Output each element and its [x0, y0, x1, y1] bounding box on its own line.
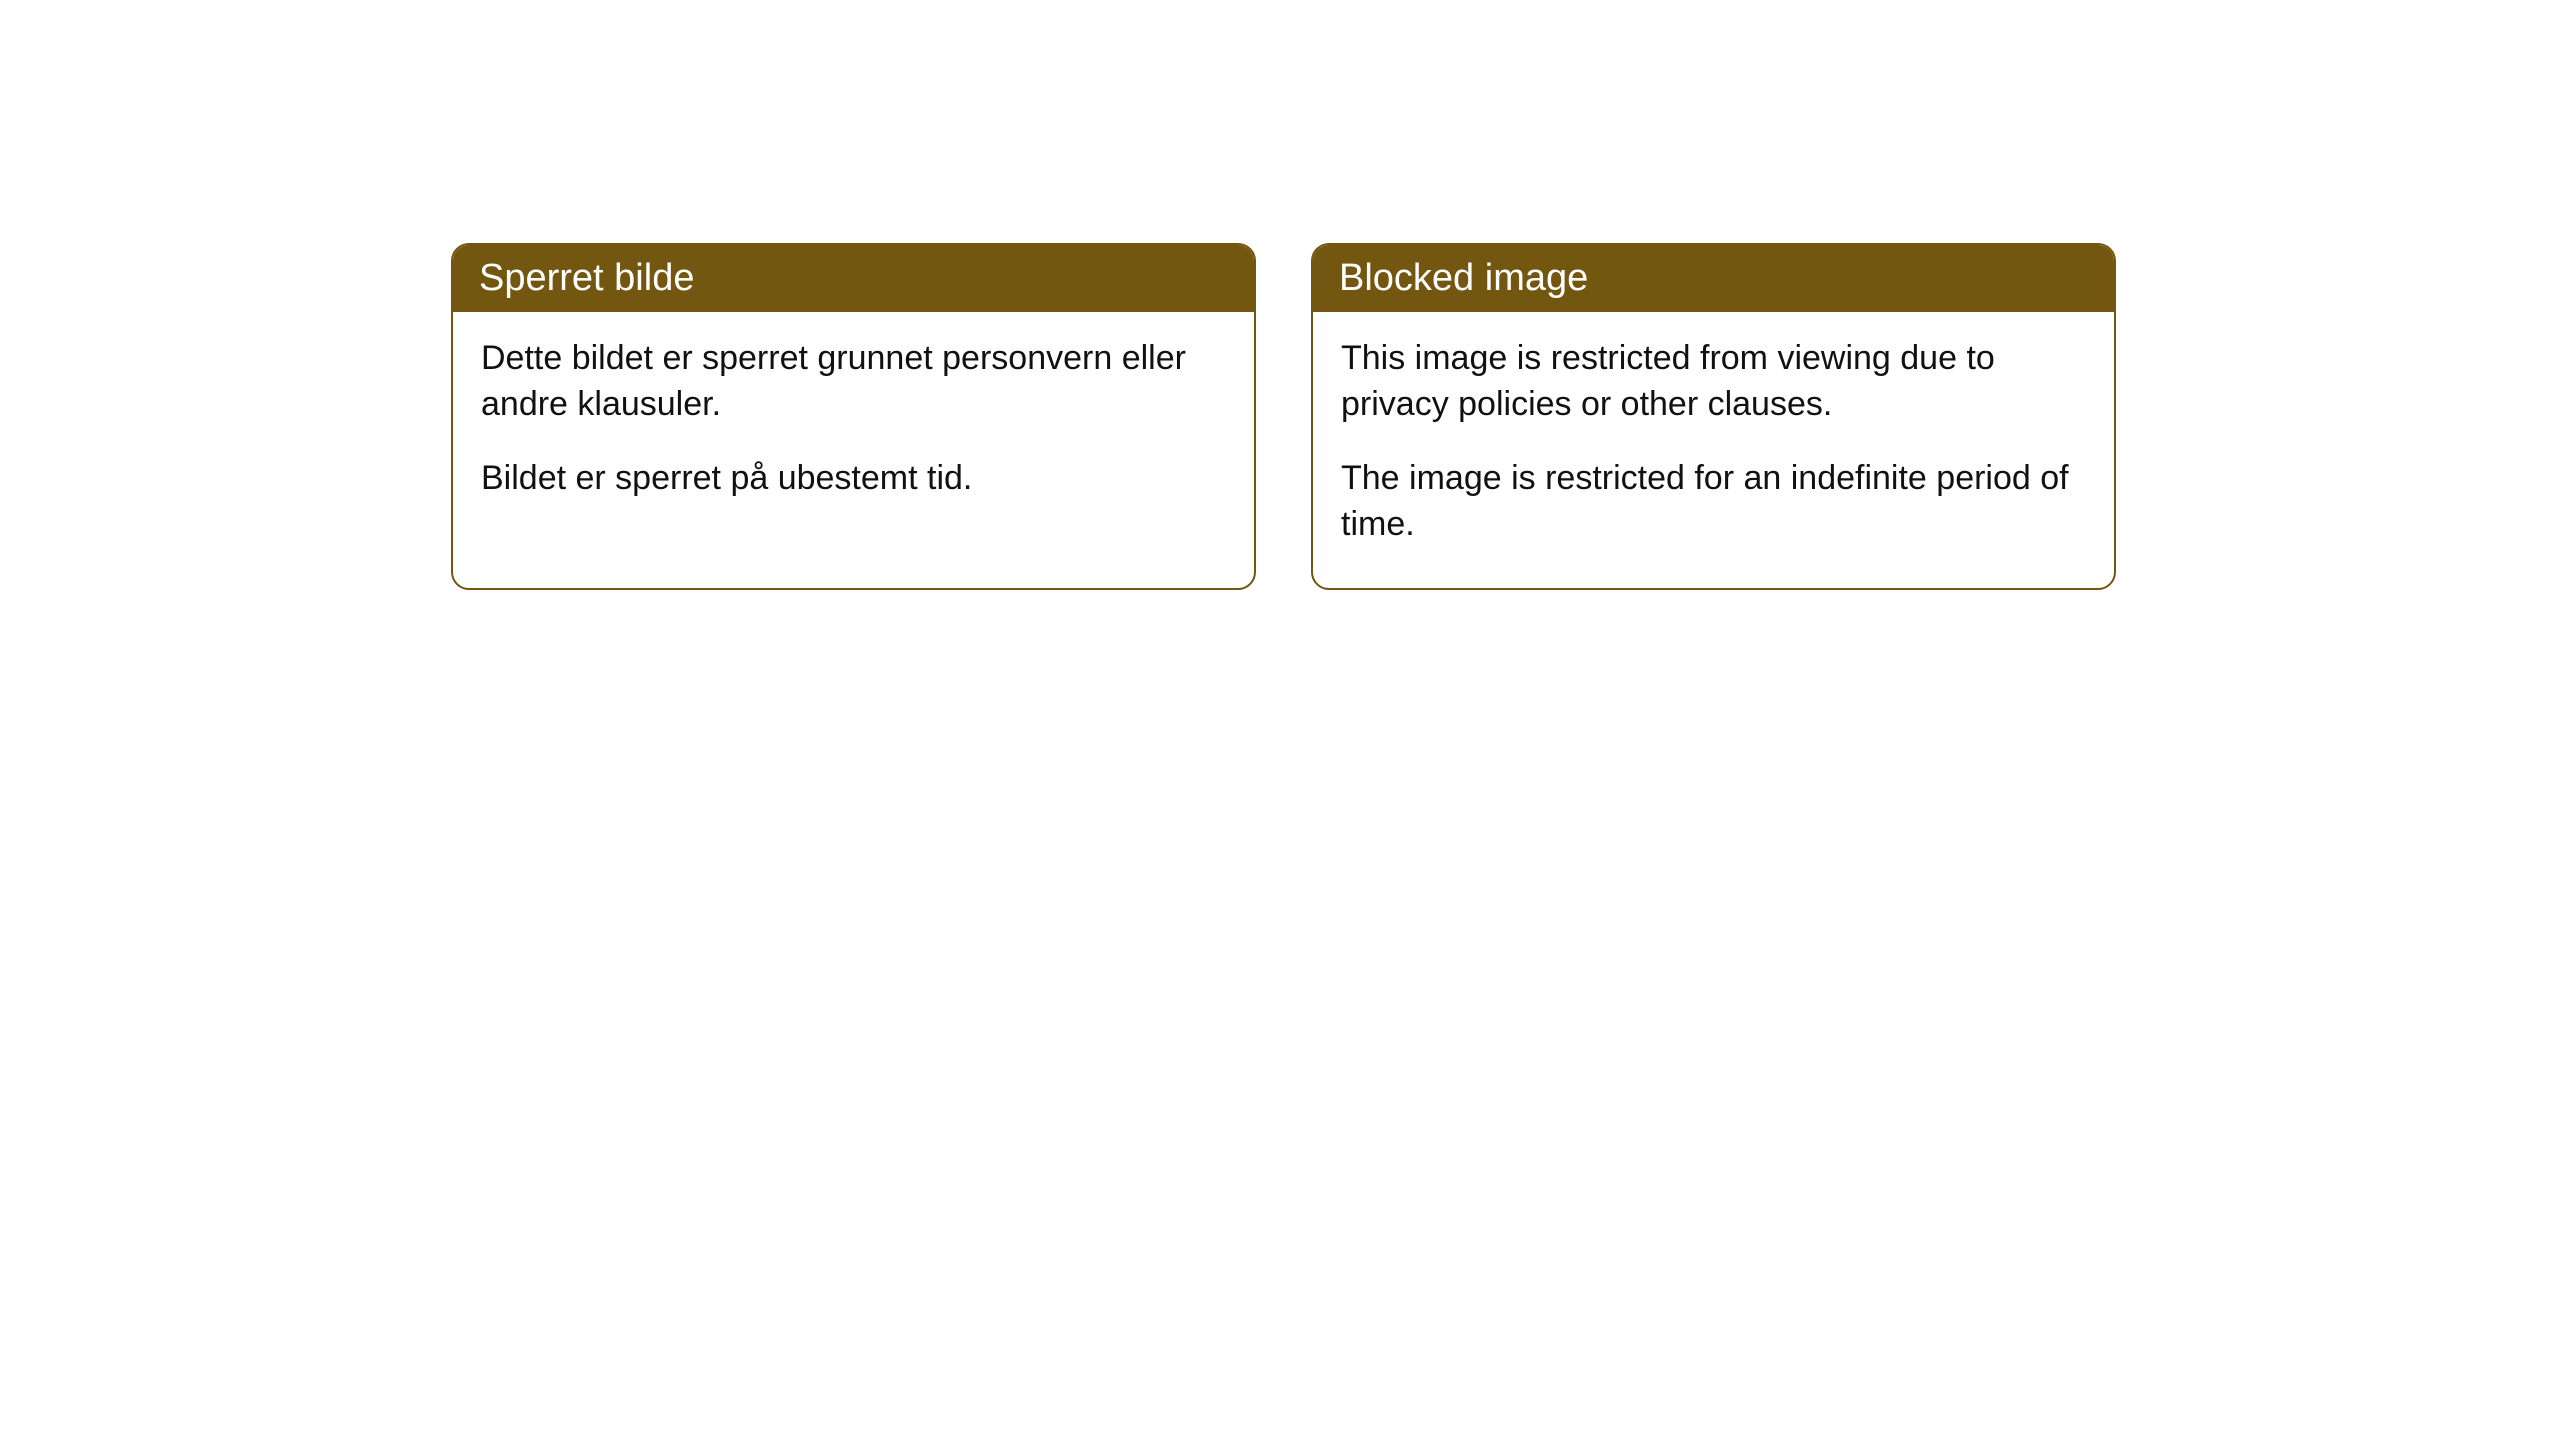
card-header-en: Blocked image [1313, 245, 2114, 312]
card-text-no-1: Dette bildet er sperret grunnet personve… [481, 336, 1226, 428]
card-text-en-1: This image is restricted from viewing du… [1341, 336, 2086, 428]
blocked-image-card-no: Sperret bilde Dette bildet er sperret gr… [451, 243, 1256, 590]
card-body-en: This image is restricted from viewing du… [1313, 312, 2114, 588]
card-text-en-2: The image is restricted for an indefinit… [1341, 456, 2086, 548]
card-text-no-2: Bildet er sperret på ubestemt tid. [481, 456, 1226, 502]
notice-cards-container: Sperret bilde Dette bildet er sperret gr… [451, 243, 2116, 590]
blocked-image-card-en: Blocked image This image is restricted f… [1311, 243, 2116, 590]
card-body-no: Dette bildet er sperret grunnet personve… [453, 312, 1254, 542]
card-header-no: Sperret bilde [453, 245, 1254, 312]
